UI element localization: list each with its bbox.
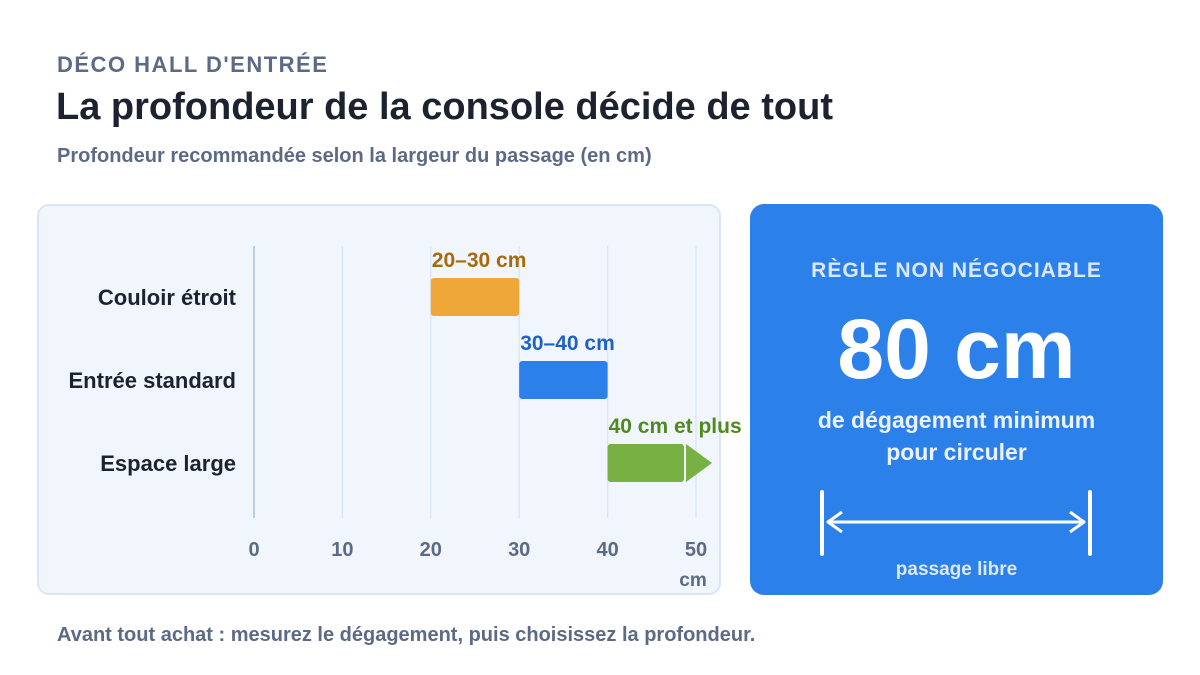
rule-value: 80 cm — [837, 302, 1076, 396]
footer-note: Avant tout achat : mesurez le dégagement… — [57, 624, 756, 646]
range-bar — [519, 361, 608, 399]
rule-caption: passage libre — [895, 559, 1018, 580]
rule-description-line-2: pour circuler — [886, 439, 1027, 465]
category-label: Entrée standard — [69, 368, 237, 393]
range-label: 30–40 cm — [520, 332, 615, 355]
open-ended-arrow — [686, 444, 712, 482]
x-tick-label: 10 — [331, 539, 353, 561]
range-bar — [607, 444, 684, 482]
x-tick-label: 40 — [596, 539, 618, 561]
chart-card: 0 10 20 30 40 50 cm Couloir étroit Entrée standa… — [37, 204, 742, 595]
double-arrow-icon — [820, 490, 1092, 556]
range-label: 20–30 cm — [432, 249, 527, 272]
range-chart: 0 10 20 30 40 50 cm Couloir étroit Entrée standa… — [69, 246, 742, 591]
page-subtitle: Profondeur recommandée selon la largeur … — [57, 145, 652, 167]
rule-description: de dégagement minimum pour circuler — [750, 404, 1163, 468]
rule-description-line-1: de dégagement minimum — [817, 407, 1096, 433]
category-label: Espace large — [100, 451, 236, 476]
range-bar — [430, 278, 520, 316]
x-tick-label: 0 — [248, 539, 259, 561]
page-title: La profondeur de la console décide de to… — [56, 86, 833, 128]
category-label: Couloir étroit — [98, 285, 237, 310]
range-label: 40 cm et plus — [609, 415, 742, 438]
x-tick-label: 50 — [685, 539, 707, 561]
eyebrow: DÉCO HALL D'ENTRÉE — [57, 52, 329, 77]
x-tick-label: 20 — [420, 539, 442, 561]
x-tick-label: 30 — [508, 539, 530, 561]
rule-label: RÈGLE NON NÉGOCIABLE — [811, 259, 1102, 282]
x-unit-label: cm — [679, 570, 706, 591]
rule-card: RÈGLE NON NÉGOCIABLE 80 cm de dégagement… — [750, 204, 1163, 595]
